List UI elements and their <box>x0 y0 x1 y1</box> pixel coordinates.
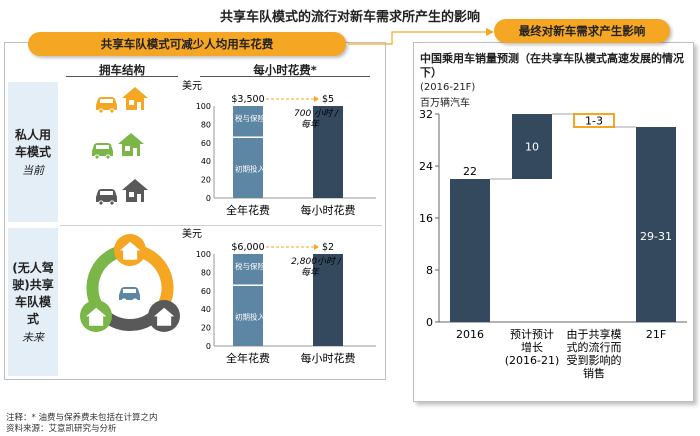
y-tick-label: 40 <box>201 305 211 314</box>
waterfall-chart: 0 8 16 24 32 22 10 1-3 29-31 2016 预计预计增长(2016-21)由… <box>419 108 687 380</box>
hours-annotation: 2,800小时 /每年 <box>291 256 342 278</box>
page-title: 共享车队模式的流行对新车需求所产生的影响 <box>219 10 480 25</box>
x-category-label: 预计预计增长(2016-21) <box>505 328 560 367</box>
stack-label-tax: 税与保险 <box>235 261 265 271</box>
y-tick-label: 40 <box>201 157 211 166</box>
unit-label: 美元 <box>182 80 202 92</box>
x-category-label: 2016 <box>456 328 484 341</box>
y-tick-label: 20 <box>201 324 211 333</box>
row-label-fleet-title: (无人驾驶)共享车队模式 <box>12 261 54 326</box>
ownership-icons-fleet <box>80 234 180 332</box>
hours-annotation: 700 小时 /每年 <box>294 108 339 130</box>
house-icon <box>120 241 141 260</box>
y-tick-label: 80 <box>201 120 211 129</box>
row-label-fleet-sub: 未来 <box>22 331 44 344</box>
car-icon <box>92 143 113 160</box>
row-label-fleet: (无人驾驶)共享车队模式 未来 <box>8 228 58 376</box>
y-tick-label: 8 <box>426 264 433 277</box>
bar-hourly-cost <box>313 254 343 346</box>
y-tick-label: 16 <box>419 212 433 225</box>
house-icon <box>118 133 144 156</box>
y-tick-label: 100 <box>196 250 211 259</box>
waterfall-bar-label: 1-3 <box>585 115 603 128</box>
y-tick-label: 100 <box>196 102 211 111</box>
x-category-label: 每小时花费 <box>301 351 356 365</box>
x-category-label: 全年花费 <box>226 351 270 365</box>
col-header-ownership-line <box>66 76 178 77</box>
row-label-private: 私人用车模式 当前 <box>8 82 58 222</box>
car-icon <box>96 97 117 114</box>
left-panel-header: 共享车队模式可减少人均用车花费 <box>28 32 346 56</box>
y-tick-label: 0 <box>426 316 433 329</box>
car-icon <box>96 189 117 206</box>
waterfall-bar-decline <box>573 113 615 128</box>
stack-label-tax: 税与保险 <box>235 113 265 123</box>
y-tick-label: 60 <box>201 287 211 296</box>
house-icon <box>154 307 175 326</box>
house-icon <box>122 179 148 202</box>
y-tick-label: 32 <box>419 108 433 121</box>
bar-hourly-cost <box>313 106 343 198</box>
footnote-2: 资料来源：艾意凯研究与分析 <box>6 424 117 434</box>
bar-annual-cost <box>233 106 263 198</box>
bar-annual-cost <box>233 254 263 346</box>
ratio-arrow-head <box>314 96 319 102</box>
ownership-icons-private <box>92 87 148 206</box>
house-icon <box>122 87 148 110</box>
x-category-label: 全年花费 <box>226 203 270 217</box>
y-tick-label: 0 <box>206 194 211 203</box>
connector-arrow <box>348 28 494 45</box>
footnote-1: 注释：* 油费与保养费未包括在计算之内 <box>6 413 158 423</box>
waterfall-bar-label: 29-31 <box>640 230 672 243</box>
col-header-hourly: 每小时花费* <box>253 63 317 77</box>
house-icon <box>86 307 107 326</box>
bar-top-label: $2 <box>322 242 334 253</box>
unit-label: 美元 <box>182 228 202 240</box>
y-tick-label: 0 <box>206 342 211 351</box>
col-header-hourly-line <box>200 76 370 77</box>
row-divider <box>60 225 382 226</box>
waterfall-bar <box>512 114 552 179</box>
col-header-ownership: 拥车结构 <box>99 63 145 77</box>
waterfall-bar <box>450 179 490 322</box>
waterfall-title: 中国乘用车销量预测（在共享车队模式高速发展的情况下） <box>420 52 684 79</box>
bar-top-label: $6,000 <box>231 242 264 253</box>
waterfall-bar-label: 22 <box>463 165 477 178</box>
row-label-private-sub: 当前 <box>22 164 44 177</box>
stack-label-initial: 初期投入 <box>235 163 265 173</box>
bar-top-label: $5 <box>322 94 334 105</box>
y-tick-label: 24 <box>419 160 433 173</box>
x-category-label: 每小时花费 <box>301 203 356 217</box>
x-category-label: 由于共享模式的流行而受到影响的销售 <box>567 327 622 380</box>
waterfall-unit: 百万辆汽车 <box>420 98 470 109</box>
x-category-label: 21F <box>646 328 666 341</box>
right-panel-header: 最终对新车需求产生影响 <box>494 19 670 43</box>
waterfall-bar <box>636 127 676 322</box>
y-tick-label: 80 <box>201 268 211 277</box>
bar-top-label: $3,500 <box>231 94 264 105</box>
waterfall-bar-label: 10 <box>525 141 539 154</box>
stack-label-initial: 初期投入 <box>235 311 265 321</box>
car-icon <box>119 287 140 304</box>
row-label-private-title: 私人用车模式 <box>14 128 51 159</box>
y-tick-label: 20 <box>201 176 211 185</box>
y-tick-label: 60 <box>201 139 211 148</box>
ratio-arrow-head <box>314 244 319 250</box>
waterfall-subtitle: (2016-21F) <box>420 82 476 93</box>
